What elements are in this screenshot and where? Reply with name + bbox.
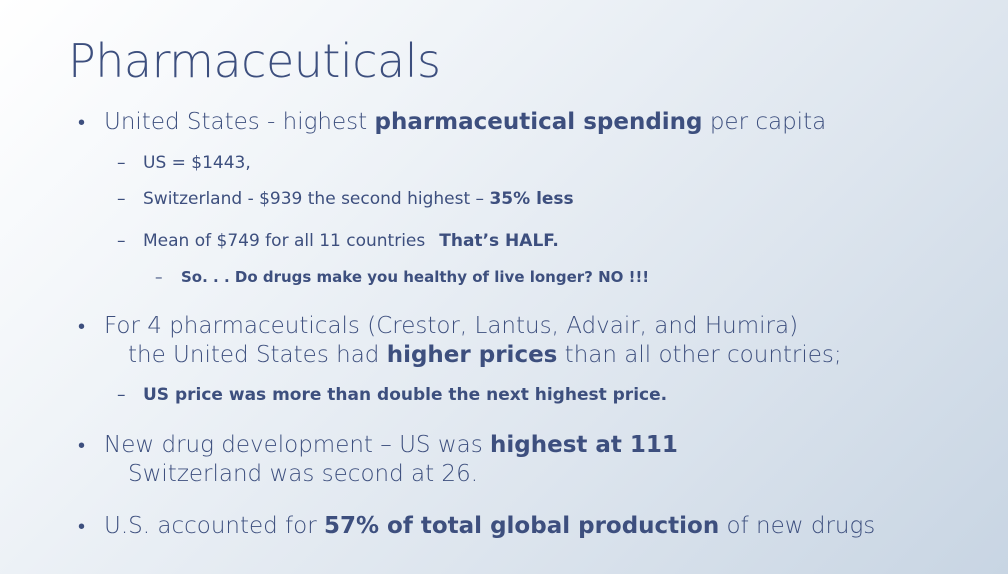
slide-title: Pharmaceuticals: [68, 34, 441, 88]
bullet-production-bold: 57% of total global production: [324, 513, 720, 539]
bullet-production-suffix: of new drugs: [719, 513, 876, 539]
dash-marker: –: [155, 268, 163, 286]
sub-mean-text: Mean of $749 for all 11 countries: [143, 231, 426, 251]
dash-marker: –: [117, 231, 126, 251]
dash-marker: –: [117, 385, 126, 405]
bullet-development: • New drug development – US was highest a…: [78, 432, 678, 458]
sub-us-spending: – US = $1443,: [117, 153, 251, 173]
subsub-healthy: – So. . . Do drugs make you healthy of li…: [155, 268, 649, 286]
sub-switzerland-bold: 35% less: [489, 189, 574, 209]
bullet-spending-text: United States - highest: [104, 109, 375, 135]
bullet-spending-bold: pharmaceutical spending: [374, 109, 703, 135]
bullet-prices-bold: higher prices: [386, 342, 558, 368]
bullet-marker: •: [78, 433, 86, 457]
dash-marker: –: [117, 153, 126, 173]
bullet-marker: •: [78, 110, 86, 134]
bullet-marker: •: [78, 514, 86, 538]
sub-double-price-bold: US price was more than double the next h…: [143, 385, 668, 405]
bullet-development-line2: Switzerland was second at 26.: [128, 461, 479, 487]
bullet-production: • U.S. accounted for 57% of total global …: [78, 513, 875, 539]
bullet-development-text: New drug development – US was: [104, 432, 491, 458]
sub-switzerland: – Switzerland - $939 the second highest –…: [117, 189, 574, 209]
sub-double-price: – US price was more than double the next …: [117, 385, 667, 405]
sub-switzerland-text: Switzerland - $939 the second highest –: [143, 189, 490, 209]
bullet-spending: • United States - highest pharmaceutical …: [78, 109, 826, 135]
bullet-development-bold: highest at 111: [490, 432, 678, 458]
bullet-prices-cont: the United States had higher prices than…: [128, 342, 842, 368]
sub-mean: – Mean of $749 for all 11 countries That’s…: [117, 231, 559, 251]
sub-us-spending-text: US = $1443,: [143, 153, 251, 173]
bullet-prices-suffix: than all other countries;: [557, 342, 842, 368]
bullet-prices: • For 4 pharmaceuticals (Crestor, Lantus,…: [78, 313, 798, 339]
bullet-development-cont: Switzerland was second at 26.: [128, 461, 478, 487]
sub-mean-bold: That’s HALF.: [439, 231, 559, 251]
bullet-prices-line1: For 4 pharmaceuticals (Crestor, Lantus, …: [104, 313, 799, 339]
bullet-production-text: U.S. accounted for: [104, 513, 324, 539]
bullet-spending-suffix: per capita: [702, 109, 827, 135]
bullet-prices-text: the United States had: [128, 342, 387, 368]
bullet-marker: •: [78, 314, 86, 338]
dash-marker: –: [117, 189, 126, 209]
subsub-healthy-bold: So. . . Do drugs make you healthy of liv…: [181, 268, 650, 286]
